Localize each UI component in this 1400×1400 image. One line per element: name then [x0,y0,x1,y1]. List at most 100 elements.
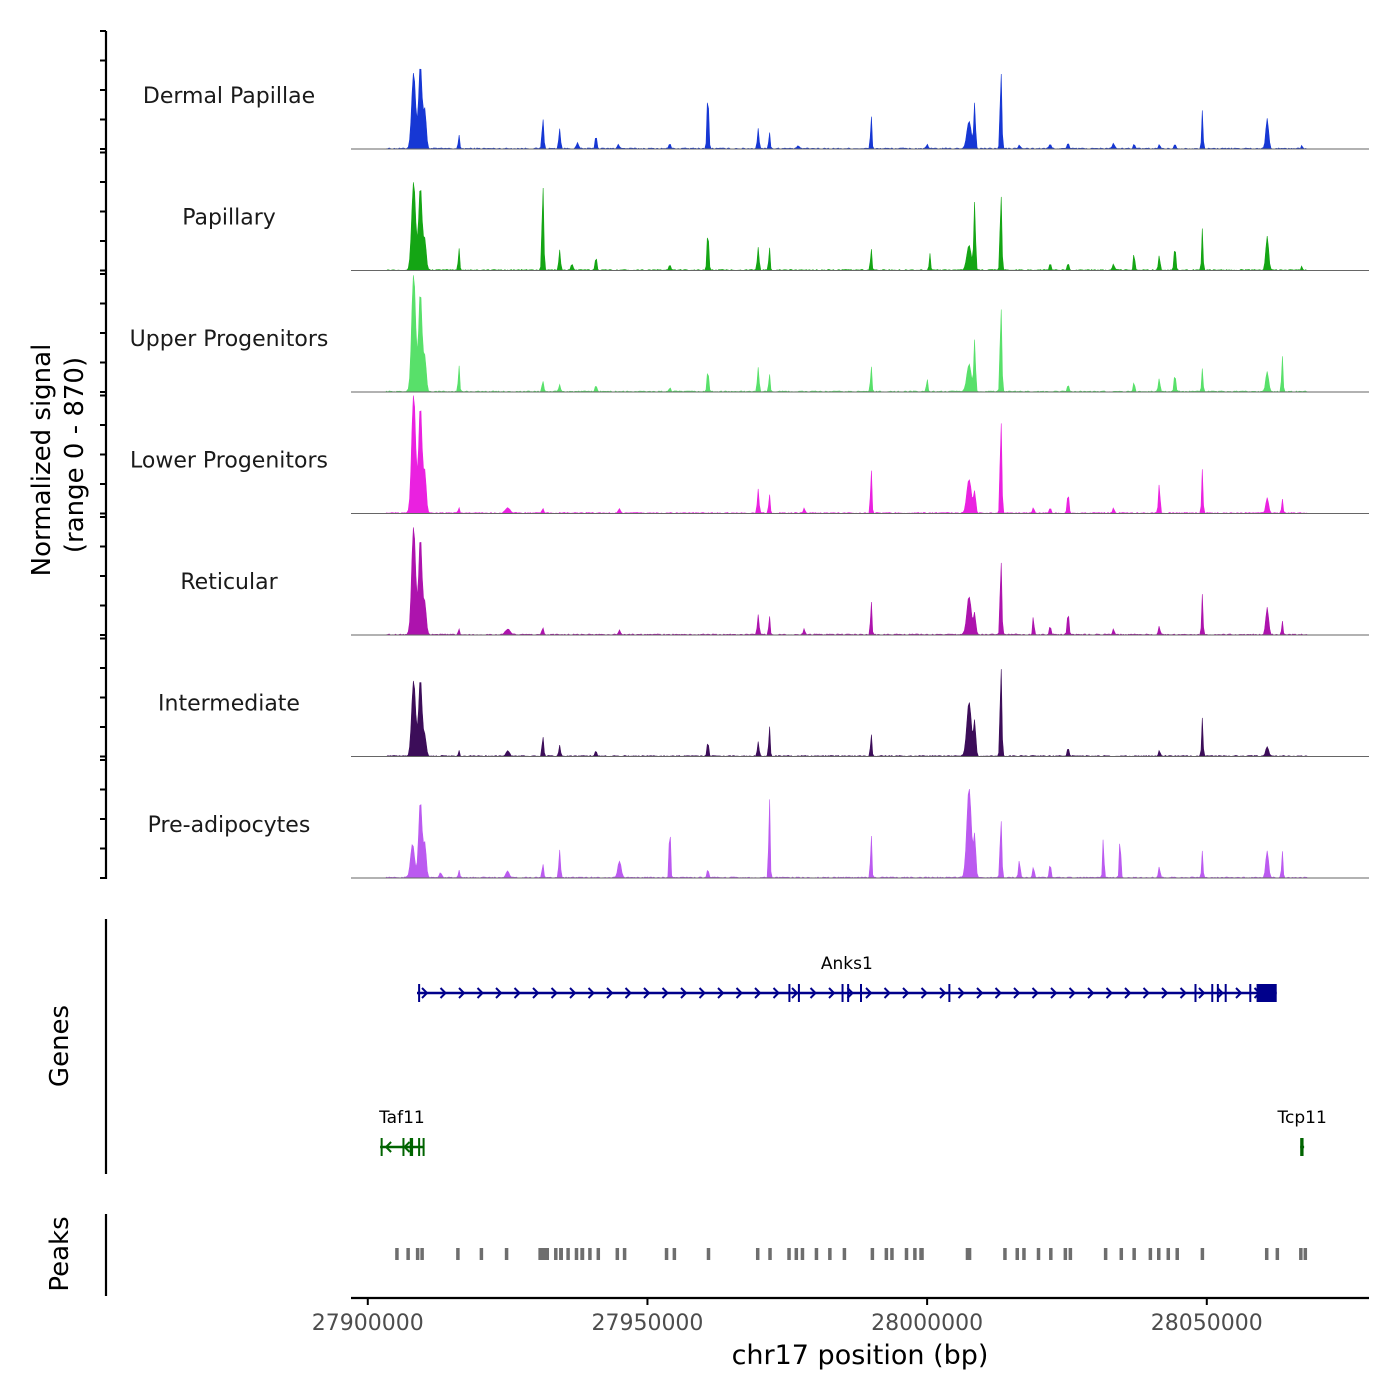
x-axis: 27900000 27950000 28000000 28050000 [312,1296,1369,1336]
strand-arrow [1031,987,1039,999]
strand-arrow [1068,987,1076,999]
peak-region [538,1248,550,1260]
track-label: Pre-adipocytes [148,813,311,838]
peak-region [504,1248,509,1260]
gene-exon [1224,984,1227,1002]
strand-arrow [569,987,577,999]
strand-arrow [643,987,651,999]
peak-region [1264,1248,1269,1260]
x-tick-label: 27900000 [312,1311,424,1336]
strand-arrow [957,987,965,999]
signal-y-axis [100,30,108,879]
strand-arrow [976,987,984,999]
strand-arrow [403,1141,411,1153]
peak-region [1275,1248,1280,1260]
gene-exon [1249,984,1252,1002]
peak-region [842,1248,847,1260]
strand-arrow [587,987,595,999]
gene-exon [402,1138,405,1156]
strand-arrow [828,987,836,999]
peak-region [1022,1248,1026,1260]
strand-arrow [1198,987,1206,999]
gene-exon [788,984,791,1002]
peak-region [787,1248,791,1260]
peak-region [1303,1248,1308,1260]
peak-region [1175,1248,1179,1260]
peak-region [1015,1248,1019,1260]
peak-region [415,1248,420,1260]
gene-exon [422,1138,425,1156]
y-axis-title: Normalized signal [27,344,57,577]
strand-arrow [1235,987,1243,999]
strand-arrow [421,987,429,999]
peak-region [890,1248,894,1260]
coverage-area [351,669,1369,757]
peak-region [574,1248,579,1260]
strand-arrow [920,987,928,999]
gene-exon [797,984,800,1002]
peak-region [420,1248,424,1260]
gene-exon [1216,984,1219,1002]
peak-region [1063,1248,1068,1260]
strand-arrow [698,987,706,999]
strand-arrow [458,987,466,999]
peak-region [596,1248,601,1260]
peak-region [1200,1248,1205,1260]
signal-tracks: Dermal Papillae Papillary Upper Progenitor… [130,68,1369,879]
peak-region [919,1248,924,1260]
peaks-track [104,1214,1308,1296]
peak-region [479,1248,484,1260]
strand-arrow [1087,987,1095,999]
strand-arrow [1142,987,1150,999]
strand-arrow [754,987,762,999]
peak-region [828,1248,832,1260]
peak-region [1103,1248,1108,1260]
peak-region [768,1248,772,1260]
gene-exon [1256,984,1277,1002]
gene-tcp11: Tcp11 [1277,1108,1327,1156]
coverage-area [351,395,1369,514]
peak-region [884,1248,889,1260]
coverage-area [351,275,1369,393]
gene-exon [860,984,862,1002]
peak-region [1036,1248,1041,1260]
gene-anks1: Anks1 [417,954,1277,1002]
x-tick-label: 27950000 [591,1311,703,1336]
strand-arrow [495,987,503,999]
peak-region [794,1248,799,1260]
peak-region [559,1248,563,1260]
genes-label: Genes [45,1005,75,1087]
peak-region [965,1248,972,1260]
coverage-area [351,527,1369,636]
track-label: Reticular [180,570,278,595]
peak-region [1299,1248,1303,1260]
strand-arrow [717,987,725,999]
coverage-area [351,182,1369,271]
strand-arrow [439,987,447,999]
track-lower-progenitors: Lower Progenitors [130,395,1369,514]
peak-region [755,1248,760,1260]
gene-name-label: Anks1 [821,954,873,974]
strand-arrow [809,987,817,999]
strand-arrow [661,987,669,999]
x-tick-label: 28050000 [1151,1311,1263,1336]
track-dermal-papillae: Dermal Papillae [143,68,1369,150]
gene-exon [418,1138,421,1156]
gene-taf11: Taf11 [378,1108,425,1156]
track-label: Lower Progenitors [130,449,328,474]
gene-name-label: Tcp11 [1277,1108,1327,1128]
gene-exon [1211,984,1214,1002]
strand-arrow [680,987,688,999]
strand-arrow [606,987,614,999]
genes-track: Anks1 Taf11 Tcp11 [104,919,1327,1174]
peak-region [588,1248,592,1260]
peak-region [1003,1248,1007,1260]
peak-region [615,1248,620,1260]
strand-arrow [1013,987,1021,999]
strand-arrow [624,987,632,999]
strand-arrow [883,987,891,999]
track-label: Intermediate [158,692,300,717]
peak-region [1049,1248,1053,1260]
peak-region [1119,1248,1124,1260]
peak-region [1148,1248,1153,1260]
